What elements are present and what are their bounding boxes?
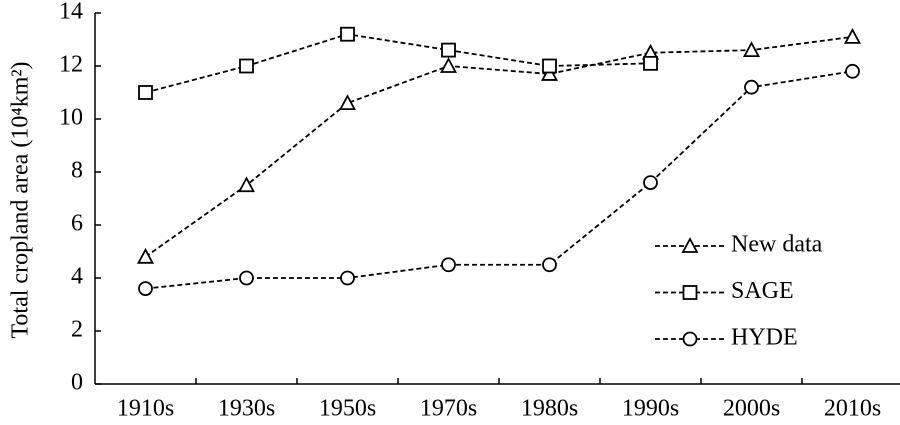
y-tick-label: 4 <box>71 264 83 290</box>
marker <box>540 65 559 81</box>
marker <box>138 85 153 100</box>
legend-label: New data <box>731 232 823 258</box>
marker <box>338 94 357 110</box>
legend-label: SAGE <box>731 278 794 304</box>
x-tick-label: 2010s <box>824 396 881 422</box>
marker <box>439 57 458 73</box>
series-line <box>144 35 853 258</box>
y-tick-label: 14 <box>59 0 83 25</box>
marker <box>441 42 456 58</box>
x-tick-label: 1970s <box>420 396 477 422</box>
marker <box>542 58 557 74</box>
x-tick-label: 1930s <box>218 396 275 422</box>
marker <box>239 58 254 74</box>
marker <box>441 257 456 273</box>
x-tick-label: 1990s <box>622 396 679 422</box>
marker <box>239 270 254 286</box>
marker <box>843 27 862 44</box>
series-line <box>145 70 853 290</box>
marker <box>643 175 658 191</box>
x-tick-label: 1980s <box>521 396 578 422</box>
x-tick-label: 1950s <box>319 396 376 422</box>
legend-label: HYDE <box>731 325 798 351</box>
y-tick-label: 10 <box>59 105 83 131</box>
marker <box>340 270 355 286</box>
y-tick-label: 8 <box>71 158 83 184</box>
legend-marker <box>681 237 699 253</box>
x-tick-label: 1910s <box>117 396 174 422</box>
marker <box>136 247 155 264</box>
marker <box>744 79 759 95</box>
marker <box>742 41 761 57</box>
marker <box>845 63 860 79</box>
legend-marker <box>682 285 698 300</box>
y-tick-label: 12 <box>59 52 83 78</box>
y-axis-label: Total cropland area (10⁴km²) <box>8 61 34 338</box>
x-tick-label: 2000s <box>723 396 780 422</box>
marker <box>237 176 256 193</box>
legend-marker <box>682 331 698 347</box>
marker <box>340 26 355 42</box>
y-tick-label: 6 <box>71 211 83 237</box>
marker <box>542 257 557 273</box>
y-tick-label: 2 <box>71 317 83 343</box>
y-tick-label: 0 <box>71 370 83 396</box>
marker <box>643 55 658 71</box>
marker <box>138 281 153 297</box>
